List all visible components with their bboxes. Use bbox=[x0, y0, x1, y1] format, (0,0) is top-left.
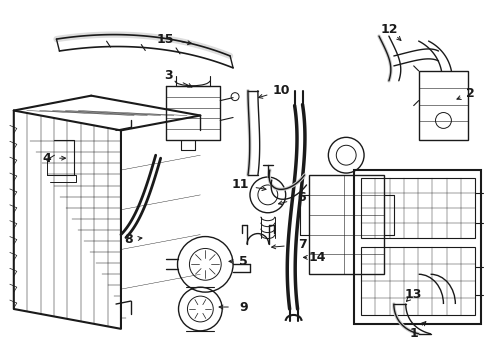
Text: 11: 11 bbox=[231, 179, 249, 192]
Text: 3: 3 bbox=[164, 69, 173, 82]
Bar bbox=[361, 178, 475, 238]
Text: 2: 2 bbox=[466, 87, 475, 100]
Text: 5: 5 bbox=[239, 255, 247, 268]
Text: 1: 1 bbox=[409, 327, 418, 340]
Bar bbox=[361, 247, 475, 315]
Bar bbox=[310, 175, 384, 274]
Text: 14: 14 bbox=[309, 251, 326, 264]
Bar bbox=[354, 170, 481, 324]
Text: 13: 13 bbox=[405, 288, 422, 301]
Text: 6: 6 bbox=[297, 192, 306, 204]
Text: 8: 8 bbox=[124, 233, 133, 246]
Text: 10: 10 bbox=[273, 84, 291, 97]
Text: 15: 15 bbox=[157, 33, 174, 46]
Text: 4: 4 bbox=[42, 152, 51, 165]
Bar bbox=[418, 71, 468, 140]
Text: 7: 7 bbox=[298, 238, 307, 251]
Text: 9: 9 bbox=[240, 301, 248, 314]
Text: 12: 12 bbox=[380, 23, 397, 36]
